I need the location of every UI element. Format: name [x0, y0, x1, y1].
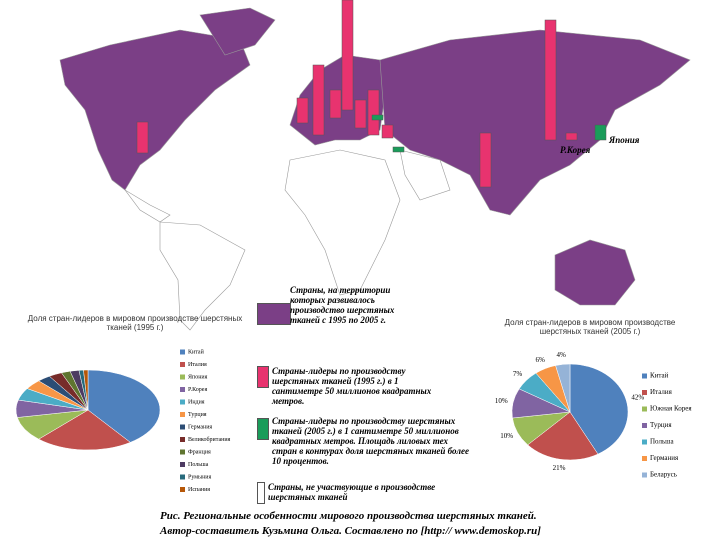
map-label: Япония: [608, 135, 640, 145]
legend-swatch: [180, 349, 185, 355]
australia: [554, 239, 636, 306]
legend-text: Страны-лидеры по производству шерстяных …: [272, 416, 469, 466]
legend-label: Китай: [188, 348, 205, 355]
legend-swatch: [180, 474, 185, 480]
caption: Рис. Региональные особенности мирового п…: [160, 510, 537, 522]
legend-swatch: [180, 387, 185, 392]
legend-swatch: [642, 390, 647, 395]
legend-swatch: [180, 462, 185, 467]
pie-slice: [87, 369, 161, 443]
legend-label: Индия: [188, 399, 205, 405]
legend-swatch: [180, 374, 185, 380]
legend-swatch: [257, 482, 265, 504]
map-bar: [329, 89, 342, 119]
pie-title: Доля стран-лидеров в мировом производств…: [504, 318, 676, 336]
caption: Автор-составитель Кузьмина Ольга. Состав…: [160, 525, 541, 537]
legend-swatch: [257, 366, 269, 388]
map-bar: [296, 97, 309, 124]
legend-text: Страны, на территории которых развивалос…: [290, 285, 395, 325]
legend-label: Франция: [188, 449, 211, 455]
legend-swatch: [642, 456, 647, 461]
legend-label: Испания: [188, 487, 210, 493]
legend-label: Румыния: [188, 474, 212, 480]
map-bar: [594, 124, 607, 141]
legend-label: Беларусь: [650, 471, 677, 479]
map-bar: [367, 89, 380, 136]
legend-swatch: [180, 487, 185, 492]
slice-label: 21%: [553, 464, 566, 472]
legend-swatch: [642, 423, 647, 428]
map-bar: [381, 124, 394, 139]
slice-label: 4%: [557, 351, 567, 359]
legend-label: Италия: [650, 388, 673, 396]
legend-swatch: [642, 373, 647, 379]
legend-label: Турция: [188, 412, 207, 418]
legend-swatch: [180, 399, 185, 405]
legend-label: Великобритания: [188, 436, 231, 443]
slice-label: 10%: [500, 432, 513, 440]
pie-slice: [38, 409, 131, 451]
legend-swatch: [180, 412, 185, 417]
asia: [379, 29, 691, 216]
legend-swatch: [257, 303, 291, 325]
pie-title: Доля стран-лидеров в мировом производств…: [27, 314, 243, 332]
legend-swatch: [642, 472, 647, 478]
legend-swatch: [257, 418, 269, 440]
map-label: Р.Корея: [560, 145, 591, 155]
legend-swatch: [180, 449, 185, 455]
pie-slice: [569, 363, 629, 455]
south-america: [159, 221, 246, 331]
legend-label: Италия: [188, 362, 207, 368]
map-bar: [371, 114, 384, 121]
slice-label: 42%: [631, 393, 644, 401]
slice-label: 7%: [513, 370, 523, 378]
map-bar: [341, 0, 354, 111]
map: [59, 7, 691, 331]
pie-slice: [555, 363, 571, 413]
north-america: [59, 29, 251, 191]
legend-swatch: [642, 406, 647, 412]
middle-east: [399, 149, 451, 201]
legend-swatch: [180, 362, 185, 367]
pie-slice: [527, 411, 599, 461]
map-bar: [136, 121, 149, 154]
slice-label: 10%: [495, 397, 508, 405]
legend-label: Япония: [188, 374, 208, 380]
legend-text: Страны-лидеры по производству шерстяных …: [272, 366, 432, 406]
legend-label: Германия: [188, 424, 212, 430]
legend-label: Турция: [650, 421, 672, 429]
legend-label: Польша: [188, 462, 209, 468]
map-bar: [479, 132, 492, 188]
legend-swatch: [180, 437, 185, 442]
greenland: [199, 7, 276, 56]
slice-label: 6%: [536, 356, 546, 364]
legend-label: Р.Корея: [188, 387, 207, 393]
central-america: [124, 189, 171, 223]
map-bar: [544, 19, 557, 141]
map-bar: [354, 99, 367, 129]
africa: [284, 149, 401, 296]
legend-label: Китай: [650, 372, 669, 380]
legend-swatch: [180, 424, 185, 430]
legend-label: Южная Корея: [650, 405, 692, 413]
legend-label: Германия: [650, 454, 679, 462]
pie-slice: [83, 369, 89, 411]
legend-text: Страны, не участвующие в производстве ше…: [268, 482, 436, 502]
map-bar: [565, 132, 578, 141]
map-bar: [312, 64, 325, 136]
map-bar: [392, 146, 405, 153]
legend-swatch: [642, 439, 647, 445]
legend-label: Польша: [650, 438, 675, 446]
